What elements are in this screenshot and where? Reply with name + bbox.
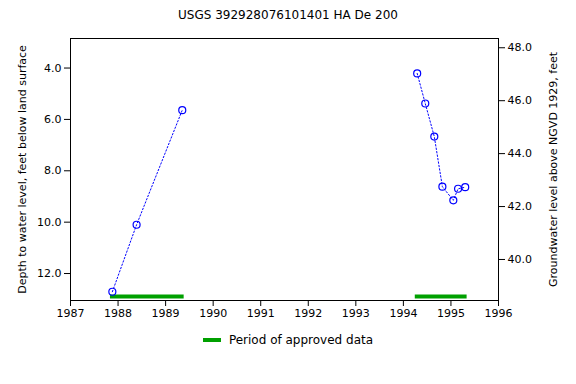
html-text:Period of approved data: Period of approved data [228, 333, 374, 347]
html-text:USGS 392928076101401 HA De 200: USGS 392928076101401 HA De 200 [178, 8, 398, 22]
svg-text:6.0: 6.0 [44, 113, 62, 126]
svg-text:8.0: 8.0 [44, 164, 62, 177]
svg-text:1990: 1990 [199, 307, 227, 320]
svg-text:40.0: 40.0 [508, 253, 533, 266]
svg-text:10.0: 10.0 [37, 216, 62, 229]
svg-text:1987: 1987 [57, 307, 85, 320]
svg-text:44.0: 44.0 [508, 147, 533, 160]
svg-text:1995: 1995 [437, 307, 465, 320]
svg-text:4.0: 4.0 [44, 62, 62, 75]
svg-text:1989: 1989 [152, 307, 180, 320]
svg-text:1996: 1996 [485, 307, 513, 320]
svg-text:46.0: 46.0 [508, 94, 533, 107]
svg-text:42.0: 42.0 [508, 200, 533, 213]
svg-text:1988: 1988 [104, 307, 132, 320]
svg-text:12.0: 12.0 [37, 267, 62, 280]
svg-text:1991: 1991 [247, 307, 275, 320]
svg-text:1994: 1994 [389, 307, 417, 320]
svg-text:Groundwater level above NGVD 1: Groundwater level above NGVD 1929, feet [547, 51, 560, 287]
svg-text:48.0: 48.0 [508, 41, 533, 54]
svg-text:1992: 1992 [294, 307, 322, 320]
svg-text:1993: 1993 [342, 307, 370, 320]
svg-text:Depth to water level, feet bel: Depth to water level, feet below land su… [16, 45, 29, 294]
